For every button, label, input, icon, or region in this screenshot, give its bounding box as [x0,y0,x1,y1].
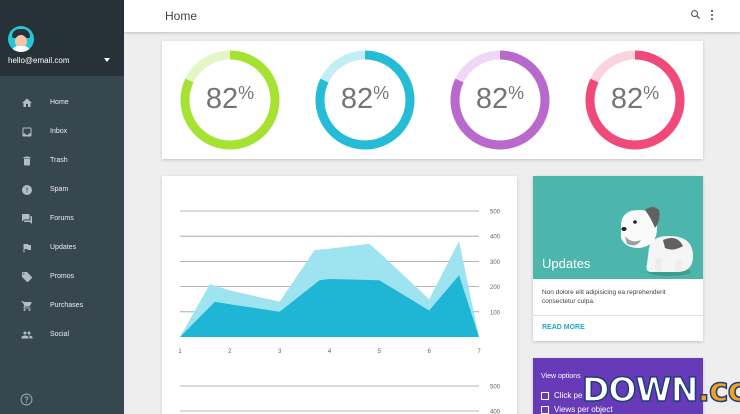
people-icon [21,329,33,341]
x-tick-label: 2 [228,349,232,355]
spam-icon [21,184,33,196]
updates-text: Non dolore elit adipisicing ea reprehend… [542,289,666,305]
updates-title: Updates [542,256,591,271]
progress-donut: 82% [448,48,552,152]
progress-donut: 82% [313,48,417,152]
view-option-label: Views per object [554,405,613,414]
y-tick-label: 400 [490,235,501,241]
sidebar-item-label: Inbox [50,128,68,135]
home-icon [21,97,33,109]
updates-banner: Updates [533,176,703,279]
donut-value: 82% [475,83,525,115]
view-option-checkbox[interactable]: Click pe [541,391,582,400]
sidebar-item-label: Spam [50,186,69,193]
donut-value: 82% [610,83,660,115]
dog-illustration [621,207,693,276]
y-tick-label: 200 [490,285,501,291]
sidebar-item-promos[interactable]: Promos [0,262,124,291]
watermark-logo: DOWN.cc [581,369,740,410]
sidebar-item-label: Home [50,99,69,106]
sidebar-item-forums[interactable]: Forums [0,204,124,233]
area-chart: 100 200 300 400 500 1 2 3 4 5 6 7 500 400 [178,210,501,414]
view-option-label: Click pe [554,391,583,400]
updates-card: Updates Non dolore elit adipisicing ea r… [533,176,703,341]
forum-icon [21,213,33,225]
area-series-2 [180,275,479,337]
y-tick-label: 500 [490,210,501,216]
donut-value: 82% [205,83,255,115]
stats-card: 82% 82% 82% 82% [162,41,703,159]
sidebar-item-purchases[interactable]: Purchases [0,291,124,320]
more-vert-icon[interactable] [708,9,716,21]
sidebar-item-spam[interactable]: Spam [0,175,124,204]
help-icon[interactable] [20,393,33,406]
sidebar-item-label: Updates [50,244,77,251]
view-options-card: View options Click pe Views per object [533,358,703,414]
tag-icon [21,271,33,283]
search-icon[interactable] [690,9,701,20]
progress-donut: 82% [178,48,282,152]
checkbox-icon[interactable] [541,391,549,400]
sidebar-item-label: Promos [50,273,75,280]
sidebar: hello@email.com Home Inbox Trash Spam Fo… [0,0,124,414]
inbox-icon [21,126,33,138]
donut-value: 82% [340,83,390,115]
divider [533,315,703,316]
y-tick-label: 100 [490,310,501,316]
trash-icon [21,155,33,167]
x-tick-label: 3 [278,349,282,355]
y-tick-label: 500 [490,385,501,391]
donut-ring [450,50,550,150]
x-tick-label: 1 [178,349,182,355]
checkbox-icon[interactable] [541,405,549,414]
donut-ring [180,50,280,150]
app-bar: Home [124,0,740,32]
account-dropdown-icon[interactable] [104,58,110,62]
view-option-checkbox[interactable]: Views per object [541,405,613,414]
sidebar-item-label: Forums [50,215,74,222]
progress-donut: 82% [583,48,687,152]
account-email: hello@email.com [8,56,70,65]
view-options-title: View options [541,373,581,380]
y-tick-label: 400 [490,410,501,414]
donut-ring [315,50,415,150]
y-tick-label: 300 [490,260,501,266]
sidebar-item-label: Trash [50,157,68,164]
cart-icon [21,300,33,312]
page-title: Home [165,9,198,23]
x-tick-label: 6 [427,349,431,355]
area-chart-card: 100 200 300 400 500 1 2 3 4 5 6 7 500 400 [162,176,517,414]
sidebar-item-label: Purchases [50,302,84,309]
account-header: hello@email.com [0,0,124,76]
read-more-button[interactable]: READ MORE [542,324,585,331]
sidebar-item-label: Social [50,331,70,338]
x-tick-label: 5 [378,349,382,355]
avatar[interactable] [8,26,34,52]
x-tick-label: 4 [328,349,332,355]
sidebar-nav: Home Inbox Trash Spam Forums Updates Pro… [0,88,124,349]
donut-ring [585,50,685,150]
sidebar-item-home[interactable]: Home [0,88,124,117]
sidebar-item-social[interactable]: Social [0,320,124,349]
sidebar-item-updates[interactable]: Updates [0,233,124,262]
flag-icon [21,242,33,254]
sidebar-item-inbox[interactable]: Inbox [0,117,124,146]
x-tick-label: 7 [477,349,481,355]
sidebar-item-trash[interactable]: Trash [0,146,124,175]
